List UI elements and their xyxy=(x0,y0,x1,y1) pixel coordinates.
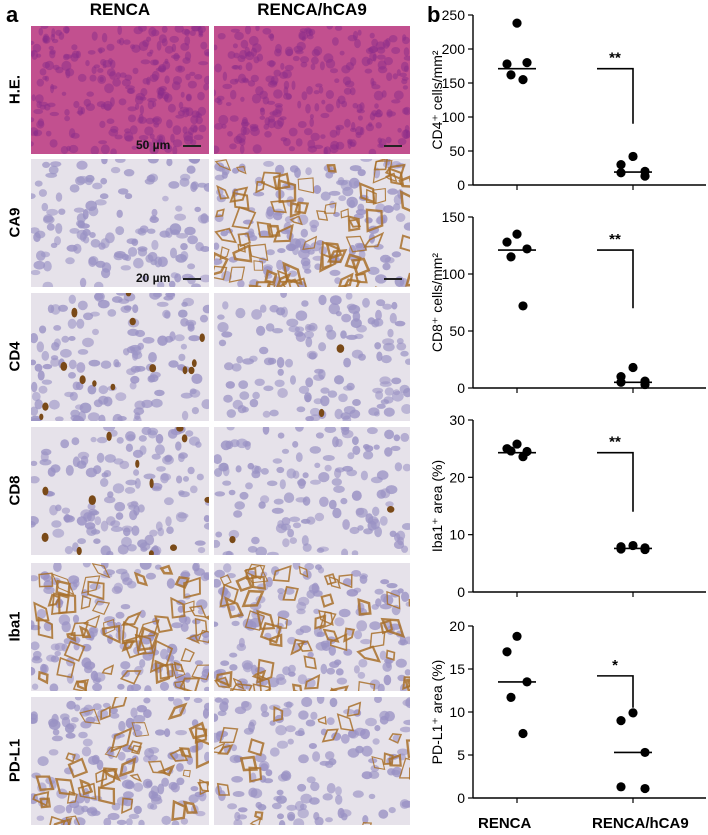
y-tick-label: 100 xyxy=(442,109,466,125)
data-point xyxy=(506,252,516,262)
data-point xyxy=(616,544,626,554)
data-point xyxy=(616,716,626,726)
scale-bar-label: 50 µm xyxy=(136,138,171,152)
significance-bracket xyxy=(597,67,634,124)
y-tick-label: 250 xyxy=(442,7,466,23)
significance-marker: ** xyxy=(609,50,621,67)
panel-letter-b: b xyxy=(427,2,441,27)
micrograph-cd4-renca-hca9 xyxy=(214,293,410,421)
y-tick-label: 200 xyxy=(442,41,466,57)
y-tick-label: 0 xyxy=(457,584,465,600)
data-point xyxy=(502,59,512,69)
data-point xyxy=(616,168,626,178)
data-point xyxy=(640,783,650,794)
y-tick-label: 150 xyxy=(442,209,466,225)
significance-bracket xyxy=(597,249,634,309)
data-point xyxy=(616,782,626,792)
data-point xyxy=(506,70,516,80)
micrograph-cd8-renca xyxy=(31,427,209,555)
scale-bar-label: 20 µm xyxy=(136,271,171,285)
data-point xyxy=(518,728,528,739)
micrograph-cd8-renca-hca9 xyxy=(214,427,410,555)
data-point xyxy=(522,244,532,254)
data-point xyxy=(512,18,522,28)
y-axis-label: CD8⁺ cells/mm² xyxy=(429,253,445,353)
significance-marker: * xyxy=(612,657,618,674)
data-point xyxy=(616,377,626,387)
data-point xyxy=(640,171,650,181)
y-axis-label: PD-L1⁺ area (%) xyxy=(429,660,445,765)
data-point xyxy=(518,452,528,462)
data-point xyxy=(518,75,528,85)
y-tick-label: 50 xyxy=(449,323,465,339)
data-point xyxy=(640,747,650,758)
significance-marker: ** xyxy=(609,434,621,451)
significance-bracket xyxy=(597,675,634,708)
data-point xyxy=(502,647,512,657)
significance-bracket xyxy=(597,451,634,512)
y-tick-label: 20 xyxy=(449,469,465,485)
micrograph-h-e--renca-hca9 xyxy=(214,26,410,154)
y-tick-label: 15 xyxy=(449,661,465,677)
x-category-renca: RENCA xyxy=(478,815,532,832)
micrograph-h-e--renca xyxy=(31,26,209,154)
y-tick-label: 10 xyxy=(449,527,465,543)
data-point xyxy=(640,544,650,555)
data-point xyxy=(506,692,516,702)
y-tick-label: 0 xyxy=(457,790,465,806)
y-tick-label: 150 xyxy=(442,75,466,91)
data-point xyxy=(628,540,638,551)
data-point xyxy=(628,151,638,162)
data-point xyxy=(522,58,532,68)
y-tick-label: 5 xyxy=(457,747,465,763)
data-point xyxy=(522,677,532,687)
data-point xyxy=(628,708,638,718)
data-point xyxy=(518,301,528,311)
y-tick-label: 30 xyxy=(449,412,465,428)
micrograph-ca9-renca-hca9 xyxy=(214,159,410,287)
data-point xyxy=(502,237,512,247)
data-point xyxy=(512,229,522,239)
y-tick-label: 0 xyxy=(457,380,465,396)
micrograph-iba1-renca-hca9 xyxy=(214,563,410,691)
micrograph-cd4-renca xyxy=(31,293,209,421)
micrograph-iba1-renca xyxy=(31,563,209,691)
y-axis-label: CD4⁺ cells/mm² xyxy=(429,50,445,150)
data-point xyxy=(506,446,516,456)
micrograph-pd-l1-renca xyxy=(31,697,209,825)
significance-marker: ** xyxy=(609,231,621,248)
data-point xyxy=(512,439,522,449)
y-tick-label: 0 xyxy=(457,177,465,193)
y-tick-label: 10 xyxy=(449,704,465,720)
y-tick-label: 20 xyxy=(449,618,465,634)
y-axis-label: Iba1⁺ area (%) xyxy=(429,460,445,552)
data-point xyxy=(628,362,638,373)
y-tick-label: 100 xyxy=(442,266,466,282)
data-point xyxy=(512,631,522,641)
data-point xyxy=(616,160,626,170)
data-point xyxy=(640,379,650,390)
y-tick-label: 50 xyxy=(449,143,465,159)
micrograph-ca9-renca xyxy=(31,159,209,287)
micrograph-pd-l1-renca-hca9 xyxy=(214,697,410,825)
panel-letter-a: a xyxy=(6,2,19,27)
column-header-renca: RENCA xyxy=(89,0,151,19)
x-category-renca-hca9: RENCA/hCA9 xyxy=(592,815,689,832)
column-header-renca-hca9: RENCA/hCA9 xyxy=(257,0,367,19)
